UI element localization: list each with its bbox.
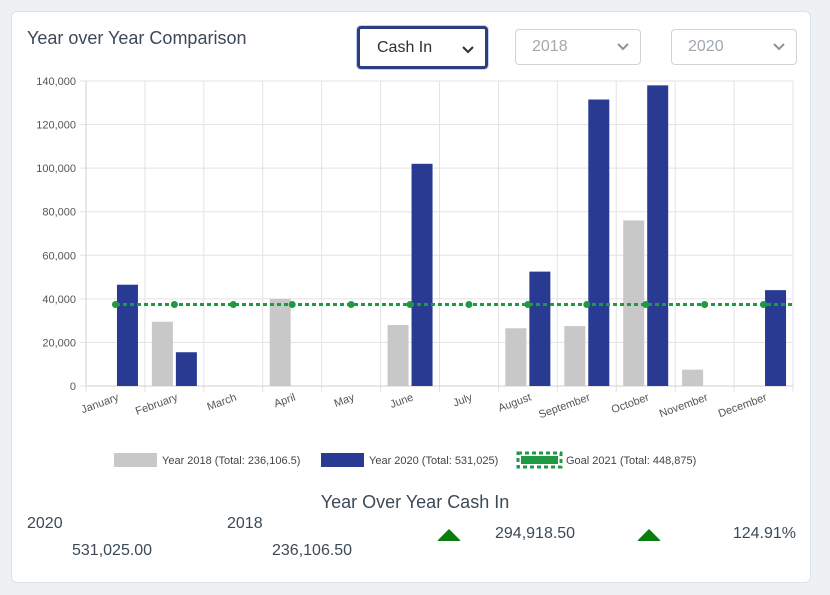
x-tick-label: January [80, 391, 121, 416]
metric-select[interactable]: Cash In [357, 26, 488, 69]
chevron-down-icon [773, 43, 785, 51]
chevron-down-icon [462, 46, 474, 54]
goal-point [465, 301, 473, 309]
goal-point [170, 301, 178, 309]
y-tick-label: 0 [70, 381, 76, 393]
goal-point [701, 301, 709, 309]
increase-arrow-icon [637, 529, 661, 541]
goal-point [229, 301, 237, 309]
chart-card [11, 11, 811, 583]
bar-year-b [529, 271, 551, 386]
year-a-select[interactable]: 2018 [515, 29, 641, 65]
x-tick-label: October [610, 391, 651, 416]
y-tick-label: 60,000 [42, 250, 76, 262]
bar-year-a [564, 326, 586, 386]
goal-point [288, 301, 296, 309]
summary-title: Year Over Year Cash In [320, 492, 510, 512]
x-tick-label: May [333, 391, 357, 410]
x-tick-label: July [451, 391, 474, 409]
metric-select-value: Cash In [377, 38, 433, 56]
bar-year-b [411, 163, 433, 386]
bar-year-b [765, 290, 787, 386]
summary-percent: 124.91% [732, 525, 796, 542]
bar-year-a [387, 325, 409, 386]
chevron-down-icon [617, 43, 629, 51]
page-title: Year over Year Comparison [27, 28, 247, 48]
x-tick-label: August [497, 392, 533, 415]
goal-point [583, 301, 591, 309]
legend-swatch [321, 453, 364, 467]
increase-arrow-icon [437, 529, 461, 541]
goal-point [642, 301, 650, 309]
summary-year-b-value: 531,025.00 [72, 542, 153, 559]
x-tick-label: June [389, 392, 416, 411]
goal-point [111, 301, 119, 309]
legend-label: Goal 2021 (Total: 448,875) [566, 455, 696, 467]
goal-point [524, 301, 532, 309]
bar-year-b [175, 352, 197, 386]
bar-year-a [151, 321, 173, 386]
bar-year-a [623, 220, 645, 386]
y-tick-label: 100,000 [36, 163, 76, 175]
year-a-select-value: 2018 [532, 38, 568, 55]
x-tick-label: November [658, 391, 710, 420]
x-tick-label: March [205, 392, 238, 414]
summary-year-a-value: 236,106.50 [272, 542, 353, 559]
x-tick-label: April [272, 392, 297, 411]
bar-year-a [505, 328, 527, 386]
y-tick-label: 20,000 [42, 337, 76, 349]
year-b-select-value: 2020 [688, 38, 724, 55]
legend-swatch-fill [521, 456, 558, 464]
goal-point [760, 301, 768, 309]
summary-year-a-label: 2018 [227, 515, 263, 532]
bar-year-b [647, 85, 669, 386]
comparison-chart: 0 20,000 40,000 60,000 80,000 100,000 120,000 1… [36, 76, 794, 469]
legend-label: Year 2020 (Total: 531,025) [369, 455, 498, 467]
goal-point [406, 301, 414, 309]
bar-year-a [682, 369, 704, 386]
bar-year-b [116, 284, 138, 386]
goal-point [347, 301, 355, 309]
x-tick-label: December [717, 391, 769, 420]
bar-year-a [269, 298, 291, 386]
y-tick-label: 80,000 [42, 207, 76, 219]
x-tick-label: February [134, 391, 180, 418]
x-tick-label: September [537, 391, 592, 421]
y-tick-label: 140,000 [36, 76, 76, 88]
bar-year-b [588, 99, 610, 387]
legend-swatch [114, 453, 157, 467]
summary-difference: 294,918.50 [495, 525, 576, 542]
y-tick-label: 40,000 [42, 294, 76, 306]
year-b-select[interactable]: 2020 [671, 29, 797, 65]
y-tick-label: 120,000 [36, 120, 76, 132]
legend-label: Year 2018 (Total: 236,106.5) [162, 455, 300, 467]
summary-year-b-label: 2020 [27, 515, 63, 532]
